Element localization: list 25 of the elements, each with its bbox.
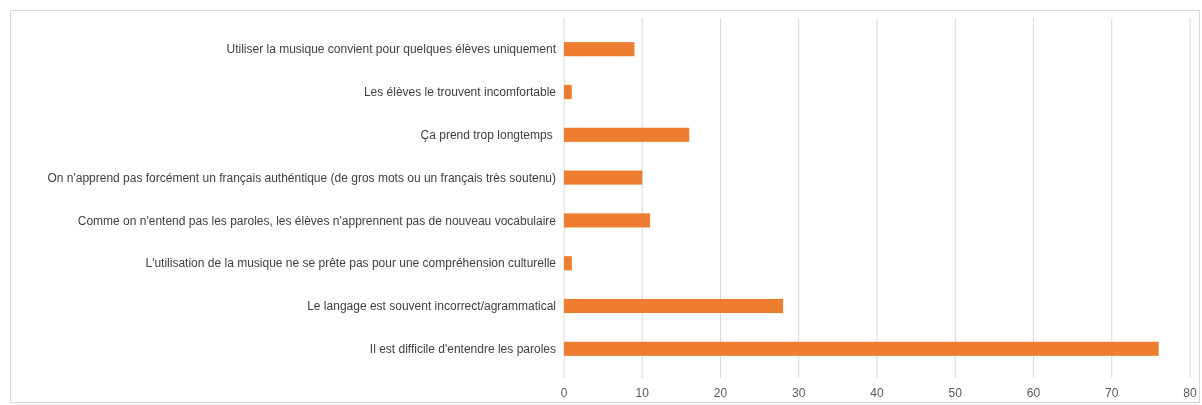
bar: [564, 298, 784, 314]
bar: [564, 170, 643, 185]
x-tick-label: 70: [1105, 386, 1119, 400]
y-tick-label: On n'apprend pas forcément un français authéntique (de gros mots ou un français très soutenu): [47, 170, 556, 185]
x-tick-label: 10: [635, 386, 650, 400]
bar: [564, 42, 635, 57]
x-tick-label: 40: [870, 386, 884, 400]
y-tick-label: Utiliser la musique convient pour quelques élèves uniquement: [226, 42, 557, 57]
x-tick-label: 30: [792, 386, 806, 400]
y-tick-label: Les élèves le trouvent incomfortable: [363, 85, 557, 100]
y-tick-label: Ça prend trop longtemps: [420, 127, 556, 142]
x-tick-label: 50: [948, 386, 963, 400]
x-tick-label: 20: [713, 386, 728, 400]
x-tick-label: 0: [560, 386, 568, 400]
x-tick-label: 60: [1026, 386, 1041, 400]
bar: [564, 84, 572, 100]
bar: [564, 213, 651, 228]
bar: [564, 127, 690, 142]
bar: [564, 256, 572, 271]
y-tick-label: Comme on n'entend pas les paroles, les élèves n'apprennent pas de nouveau vocabulaire: [77, 213, 557, 228]
y-tick-label: Il est difficile d'entendre les paroles: [369, 342, 556, 357]
bar: [564, 341, 1159, 356]
x-tick-label: 80: [1183, 386, 1197, 400]
y-tick-label: L'utilisation de la musique ne se prête pas pour une compréhension culturelle: [145, 256, 557, 271]
y-tick-label: Le langage est souvent incorrect/agrammatical: [307, 299, 556, 314]
